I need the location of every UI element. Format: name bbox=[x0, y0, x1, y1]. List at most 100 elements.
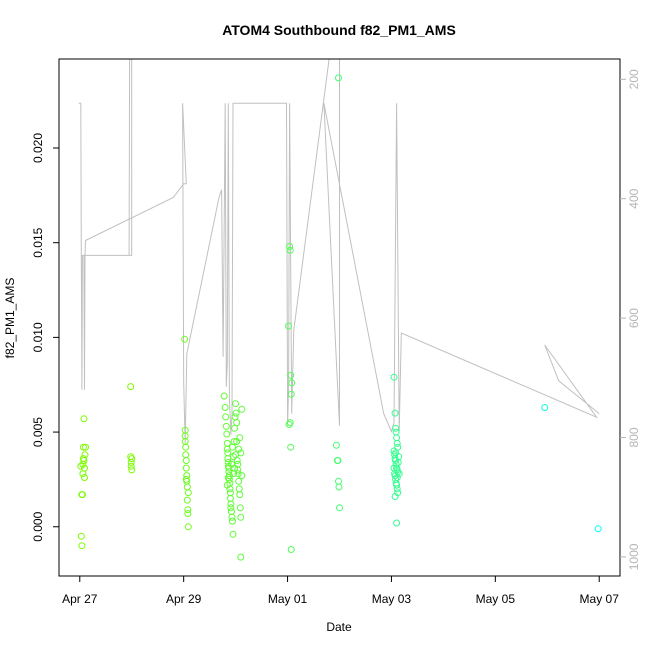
y-axis-label: f82_PM1_AMS bbox=[3, 278, 17, 359]
right-tick-label: 400 bbox=[627, 188, 641, 208]
data-point bbox=[233, 419, 241, 427]
data-point bbox=[286, 246, 294, 254]
x-tick-label: May 03 bbox=[372, 592, 412, 606]
data-point bbox=[81, 464, 88, 472]
data-point bbox=[81, 474, 88, 481]
data-point bbox=[77, 462, 85, 470]
data-point bbox=[224, 474, 232, 481]
data-point bbox=[237, 553, 245, 561]
data-point bbox=[235, 445, 243, 453]
data-point bbox=[128, 455, 136, 463]
data-point bbox=[127, 462, 135, 470]
data-point bbox=[234, 460, 242, 468]
data-point bbox=[392, 449, 400, 457]
data-point bbox=[390, 464, 398, 472]
data-point bbox=[222, 413, 230, 421]
data-point bbox=[223, 481, 231, 489]
x-tick-label: Apr 29 bbox=[166, 592, 202, 606]
data-point bbox=[220, 392, 228, 400]
data-point bbox=[128, 466, 136, 474]
data-point bbox=[229, 530, 237, 538]
data-point bbox=[286, 243, 294, 250]
data-point bbox=[181, 335, 189, 343]
data-point bbox=[77, 532, 85, 540]
y-tick-label: 0.000 bbox=[31, 511, 45, 541]
data-point bbox=[236, 491, 244, 499]
data-point bbox=[227, 504, 235, 512]
data-point bbox=[223, 430, 231, 438]
data-point bbox=[227, 500, 235, 508]
data-point bbox=[79, 443, 87, 451]
x-axis-label: Date bbox=[326, 620, 352, 634]
data-point bbox=[393, 485, 401, 493]
data-point bbox=[184, 506, 192, 514]
x-tick-label: May 07 bbox=[580, 592, 620, 606]
plot-frame bbox=[58, 58, 621, 577]
x-axis: Apr 27 Apr 29 May 01 May 03 May 05 May 07 bbox=[62, 576, 619, 606]
x-tick-label: May 01 bbox=[268, 592, 308, 606]
data-point bbox=[232, 400, 240, 408]
data-point bbox=[393, 474, 401, 481]
data-point bbox=[182, 475, 190, 483]
right-tick-label: 1000 bbox=[627, 543, 641, 570]
secondary-series-line bbox=[78, 58, 600, 444]
data-point bbox=[182, 443, 190, 451]
data-point bbox=[237, 449, 245, 457]
data-point bbox=[393, 519, 401, 527]
data-point bbox=[182, 464, 190, 472]
data-point bbox=[235, 477, 243, 485]
series-points-group bbox=[77, 74, 602, 561]
data-point bbox=[229, 443, 236, 451]
data-point bbox=[184, 510, 192, 517]
data-point bbox=[183, 496, 191, 504]
data-point bbox=[222, 422, 230, 430]
chart-title: ATOM4 Southbound f82_PM1_AMS bbox=[222, 22, 456, 38]
data-point bbox=[541, 404, 549, 411]
data-point bbox=[287, 546, 295, 553]
data-point bbox=[390, 447, 398, 455]
data-point bbox=[184, 523, 192, 531]
data-point bbox=[336, 504, 343, 512]
data-point bbox=[332, 441, 340, 449]
right-axis: 200 400 600 800 1000 bbox=[620, 69, 641, 570]
y-tick-label: 0.005 bbox=[31, 417, 45, 447]
data-point bbox=[182, 457, 190, 464]
data-point bbox=[391, 493, 399, 500]
data-point bbox=[287, 443, 295, 451]
data-point bbox=[395, 470, 403, 478]
right-tick-label: 200 bbox=[627, 69, 641, 89]
data-point bbox=[390, 373, 398, 381]
data-point bbox=[127, 458, 135, 466]
data-point bbox=[594, 525, 602, 533]
data-point bbox=[391, 472, 399, 480]
data-point bbox=[221, 404, 229, 411]
y-tick-label: 0.015 bbox=[31, 227, 45, 257]
y-axis: 0.000 0.005 0.010 0.015 0.020 bbox=[31, 133, 59, 542]
data-point bbox=[238, 405, 246, 413]
data-point bbox=[286, 419, 294, 427]
data-point bbox=[127, 383, 135, 391]
data-point bbox=[287, 390, 295, 398]
data-point bbox=[228, 513, 236, 521]
data-point bbox=[392, 424, 400, 432]
data-point bbox=[82, 443, 89, 451]
data-point bbox=[184, 489, 192, 497]
data-point bbox=[78, 542, 86, 550]
data-point bbox=[393, 481, 401, 489]
right-tick-label: 600 bbox=[627, 308, 641, 328]
data-point bbox=[237, 513, 245, 521]
data-point bbox=[81, 451, 89, 459]
data-point bbox=[287, 371, 295, 379]
data-point bbox=[78, 491, 86, 499]
series-line-group bbox=[78, 58, 600, 444]
data-point bbox=[391, 409, 399, 417]
x-tick-label: May 05 bbox=[476, 592, 516, 606]
data-point bbox=[234, 470, 242, 478]
data-point bbox=[393, 439, 401, 447]
data-point bbox=[238, 472, 246, 480]
data-point bbox=[232, 409, 240, 417]
data-point bbox=[236, 434, 244, 442]
data-point bbox=[288, 379, 296, 387]
x-tick-label: Apr 27 bbox=[62, 592, 98, 606]
